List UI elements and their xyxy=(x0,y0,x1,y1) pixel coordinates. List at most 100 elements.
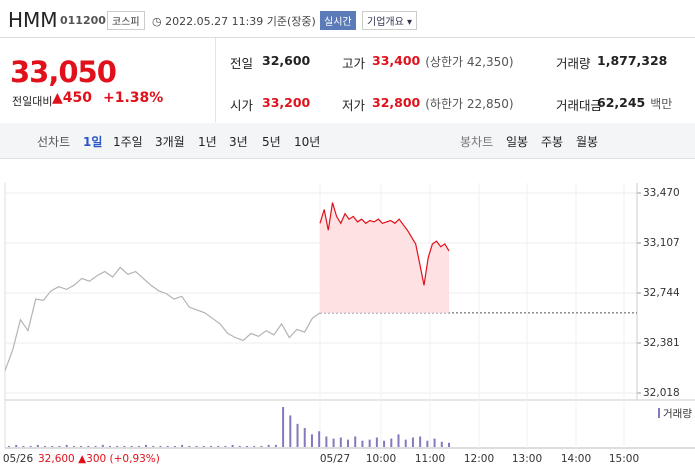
change-pct: +1.38% xyxy=(103,90,164,106)
tab[interactable]: 1일 xyxy=(83,135,103,149)
volume-bar xyxy=(87,445,90,447)
volume-bar xyxy=(404,439,407,447)
volume-bar xyxy=(101,444,104,447)
volume-bar xyxy=(440,441,443,447)
volume-bar xyxy=(253,445,256,447)
y-tick-label: 32,381 xyxy=(643,337,680,349)
volume-bar xyxy=(390,438,393,447)
legend-label: 거래량 xyxy=(663,408,692,420)
volume-bar xyxy=(246,445,249,447)
volume-bar xyxy=(108,445,111,447)
change: ▲450 xyxy=(52,90,92,106)
tab[interactable]: 1주일 xyxy=(113,135,143,149)
stat-value: 1,877,328 xyxy=(597,53,668,68)
y-tick-label: 33,470 xyxy=(643,187,680,199)
volume-bar xyxy=(238,445,241,447)
volume-bar xyxy=(303,428,306,447)
stat-label: 고가 xyxy=(342,56,366,71)
volume-bar xyxy=(433,438,436,447)
volume-bar xyxy=(58,445,61,447)
volume-bar xyxy=(325,436,328,447)
volume-bar xyxy=(426,440,429,447)
tab[interactable]: 10년 xyxy=(294,135,321,149)
volume-bar xyxy=(195,445,198,447)
company-button[interactable]: 기업개요 ▾ xyxy=(362,11,418,30)
volume-bar xyxy=(375,437,378,447)
stock-name: HMM xyxy=(8,8,58,32)
volume-bar xyxy=(22,445,25,447)
stat-value: 33,200 xyxy=(262,95,311,110)
x-tick-label: 15:00 xyxy=(609,453,639,465)
stat-value: 32,800 xyxy=(372,95,421,110)
volume-bar xyxy=(296,423,299,447)
x-tick-label: 05/27 xyxy=(320,453,350,465)
stat-value: 62,245 xyxy=(597,95,646,110)
stat-value: 33,400 xyxy=(372,53,421,68)
volume-bar xyxy=(94,445,97,447)
realtime-button[interactable]: 실시간 xyxy=(320,11,356,30)
stat-extra: (상한가 42,350) xyxy=(425,55,514,69)
area xyxy=(320,202,449,313)
y-tick-label: 32,018 xyxy=(643,387,680,399)
volume-bar xyxy=(123,445,126,447)
company-text: 기업개요 xyxy=(367,17,404,28)
volume-bar xyxy=(267,444,270,447)
volume-bar xyxy=(188,445,191,447)
volume-bar xyxy=(217,445,220,447)
volume-bar xyxy=(80,445,83,447)
tab[interactable]: 3개월 xyxy=(155,135,185,149)
tab[interactable]: 월봉 xyxy=(576,135,599,149)
volume-bar xyxy=(354,436,357,447)
volume-bar xyxy=(130,445,133,447)
time-label: ◷ 2022.05.27 11:39 기준(장중) xyxy=(152,15,316,28)
x-tick-label: 14:00 xyxy=(561,453,591,465)
legend-swatch xyxy=(658,408,660,418)
volume-bar xyxy=(310,434,313,447)
tab[interactable]: 3년 xyxy=(229,135,248,149)
volume-bar xyxy=(209,445,212,447)
line xyxy=(4,266,321,371)
stat-value: 32,600 xyxy=(262,53,311,68)
stat-label: 전일 xyxy=(230,56,254,71)
volume-bar xyxy=(347,439,350,447)
tab-label: 선차트 xyxy=(37,135,71,149)
x-tick-label: 11:00 xyxy=(415,453,445,465)
volume-bar xyxy=(65,444,68,447)
volume-bar xyxy=(44,445,47,447)
summary: 32,600 ▲300 (+0,93%) xyxy=(38,453,160,465)
tab-bar xyxy=(0,123,695,159)
tab-label: 봉차트 xyxy=(460,135,494,149)
volume-bar xyxy=(231,444,234,447)
volume-bar xyxy=(137,445,140,447)
volume-bar xyxy=(145,444,148,447)
volume-bar xyxy=(274,444,277,447)
stock-code: 011200 xyxy=(60,14,106,27)
divider xyxy=(215,38,216,122)
volume-bar xyxy=(383,440,386,447)
volume-bar xyxy=(8,445,10,447)
volume-bar xyxy=(332,438,335,447)
stat-extra: 백만 xyxy=(650,97,673,111)
stat-label: 저가 xyxy=(342,98,366,113)
x-tick-label: 13:00 xyxy=(512,453,542,465)
stat-label: 시가 xyxy=(230,98,254,113)
tab[interactable]: 일봉 xyxy=(506,135,529,149)
tab[interactable]: 5년 xyxy=(262,135,281,149)
tab[interactable]: 주봉 xyxy=(541,135,564,149)
stat-extra: (하한가 22,850) xyxy=(425,97,514,111)
x-tick-label: 12:00 xyxy=(464,453,494,465)
volume-bar xyxy=(397,434,400,447)
line xyxy=(319,202,450,286)
volume-bar xyxy=(152,445,155,447)
change-label: 전일대비 xyxy=(12,95,53,108)
tab[interactable]: 1년 xyxy=(198,135,217,149)
volume-bar xyxy=(51,445,54,447)
x-tick-label: 05/26 xyxy=(3,453,34,465)
volume-bar xyxy=(159,445,162,447)
volume-bar xyxy=(448,442,450,447)
volume-bar xyxy=(339,437,342,447)
volume-bar xyxy=(116,445,119,447)
volume-bar xyxy=(411,437,414,447)
